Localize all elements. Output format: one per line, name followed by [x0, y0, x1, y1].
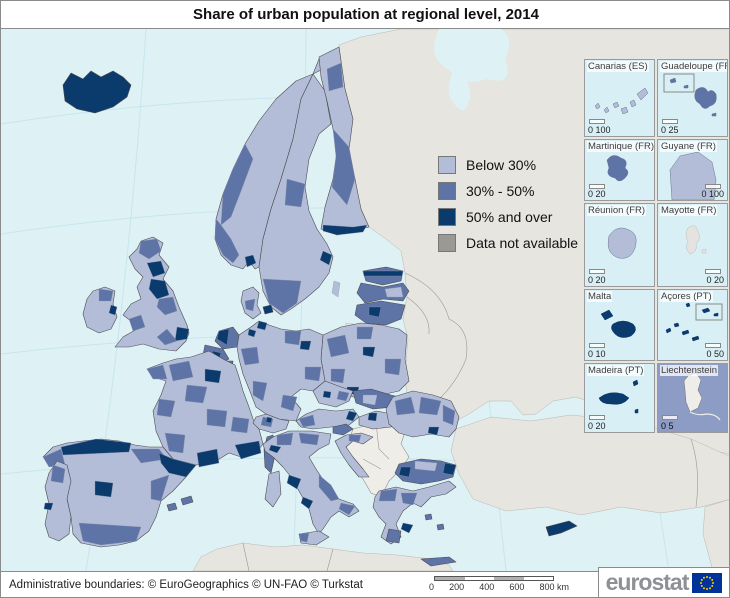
legend-label: 50% and over: [466, 209, 553, 225]
inset-label: Canarias (ES): [587, 61, 649, 72]
reunion-map: [607, 227, 637, 259]
legend-item-30-50: 30% - 50%: [438, 182, 578, 200]
country-portugal: [43, 460, 72, 542]
inset-madeira: Madeira (PT) 0 20: [584, 363, 655, 433]
legend-item-no-data: Data not available: [438, 234, 578, 252]
inset-scalebar: [589, 415, 605, 420]
mayotte-map: [685, 225, 707, 255]
inset-scale-text: 0 10: [588, 349, 606, 359]
inset-label: Guadeloupe (FR): [660, 61, 727, 72]
country-greece: [372, 480, 457, 567]
legend-label: Below 30%: [466, 157, 537, 173]
inset-label: Liechtenstein: [660, 365, 718, 376]
page-title: Share of urban population at regional le…: [193, 6, 539, 23]
map-legend: Below 30% 30% - 50% 50% and over Data no…: [438, 156, 578, 252]
inset-scalebar: [589, 184, 605, 189]
scale-tick: 600: [509, 582, 525, 592]
inset-scalebar: [662, 415, 678, 420]
scale-tick: 400: [479, 582, 495, 592]
country-finland: [318, 46, 370, 236]
inset-scale-text: 0 20: [706, 275, 724, 285]
inset-guadeloupe: Guadeloupe (FR) 0 25: [657, 59, 728, 137]
eurostat-logo: eurostat: [598, 567, 729, 597]
guyane-map: [669, 140, 727, 200]
malta-map: [600, 309, 636, 338]
canarias-map: [594, 87, 649, 115]
scale-tick: 200: [449, 582, 465, 592]
inset-reunion: Réunion (FR) 0 20: [584, 203, 655, 287]
eu-flag-icon: [692, 572, 723, 593]
inset-label: Malta: [587, 291, 613, 302]
scale-tick: 800 km: [539, 582, 569, 592]
country-germany: [236, 320, 326, 422]
title-bar: Share of urban population at regional le…: [1, 1, 729, 29]
country-poland: [320, 322, 410, 400]
attribution-text: Administrative boundaries: © EuroGeograp…: [9, 579, 363, 591]
scalebar-ticks: 0 200 400 600 800 km: [429, 582, 569, 592]
inset-guyane: Guyane (FR) 0 100: [657, 139, 728, 201]
inset-scale-text: 0 20: [588, 275, 606, 285]
country-france: [146, 350, 276, 474]
croatia-slovenia: [332, 423, 374, 478]
map-area: Below 30% 30% - 50% 50% and over Data no…: [1, 29, 729, 597]
legend-label: Data not available: [466, 235, 579, 251]
country-italy: [262, 430, 360, 546]
inset-label: Guyane (FR): [660, 141, 717, 152]
inset-label: Martinique (FR): [587, 141, 654, 152]
inset-scalebar: [589, 269, 605, 274]
country-romania: [385, 390, 460, 438]
madeira-map: [598, 379, 639, 414]
country-united-kingdom: [114, 236, 190, 352]
inset-liechtenstein: Liechtenstein 0 5: [657, 363, 728, 433]
inset-scale-text: 0 50: [706, 349, 724, 359]
country-sweden: [258, 73, 341, 316]
inset-scalebar: [705, 184, 721, 189]
inset-scalebar: [662, 119, 678, 124]
inset-scale-text: 0 100: [701, 189, 724, 199]
inset-mayotte: Mayotte (FR) 0 20: [657, 203, 728, 287]
inset-label: Mayotte (FR): [660, 205, 718, 216]
country-cyprus: [545, 520, 578, 537]
legend-item-50-over: 50% and over: [438, 208, 578, 226]
inset-canarias: Canarias (ES) 0 100: [584, 59, 655, 137]
inset-scalebar: [589, 343, 605, 348]
country-bulgaria: [394, 458, 457, 485]
scalebar-segments: [434, 576, 554, 581]
inset-scale-text: 0 20: [588, 421, 606, 431]
inset-martinique: Martinique (FR) 0 20: [584, 139, 655, 201]
inset-scalebar: [589, 119, 605, 124]
inset-scalebar: [705, 343, 721, 348]
inset-malta: Malta 0 10: [584, 289, 655, 361]
legend-item-below-30: Below 30%: [438, 156, 578, 174]
inset-label: Açores (PT): [660, 291, 713, 302]
country-ireland: [82, 286, 118, 334]
map-scalebar: 0 200 400 600 800 km: [429, 576, 569, 592]
country-denmark: [240, 286, 274, 320]
legend-swatch-30-50: [438, 182, 456, 200]
acores-map: [665, 302, 723, 342]
baltic-states: [344, 266, 410, 332]
inset-scalebar: [705, 269, 721, 274]
inset-label: Réunion (FR): [587, 205, 647, 216]
inset-acores: Açores (PT) 0 50: [657, 289, 728, 361]
inset-scale-text: 0 5: [661, 421, 674, 431]
inset-label: Madeira (PT): [587, 365, 645, 376]
scale-tick: 0: [429, 582, 435, 592]
country-iceland: [62, 70, 132, 114]
country-norway: [214, 50, 340, 270]
inset-scale-text: 0 25: [661, 125, 679, 135]
eurostat-wordmark: eurostat: [605, 569, 690, 595]
martinique-map: [606, 155, 629, 182]
legend-label: 30% - 50%: [466, 183, 535, 199]
guadeloupe-map: [663, 73, 717, 117]
inset-scale-text: 0 100: [588, 125, 611, 135]
legend-swatch-no-data: [438, 234, 456, 252]
legend-swatch-50-over: [438, 208, 456, 226]
inset-panels: Canarias (ES) 0 100 Guadeloupe (FR): [584, 59, 729, 433]
liechtenstein-map: [683, 372, 721, 421]
inset-scale-text: 0 20: [588, 189, 606, 199]
legend-swatch-below-30: [438, 156, 456, 174]
